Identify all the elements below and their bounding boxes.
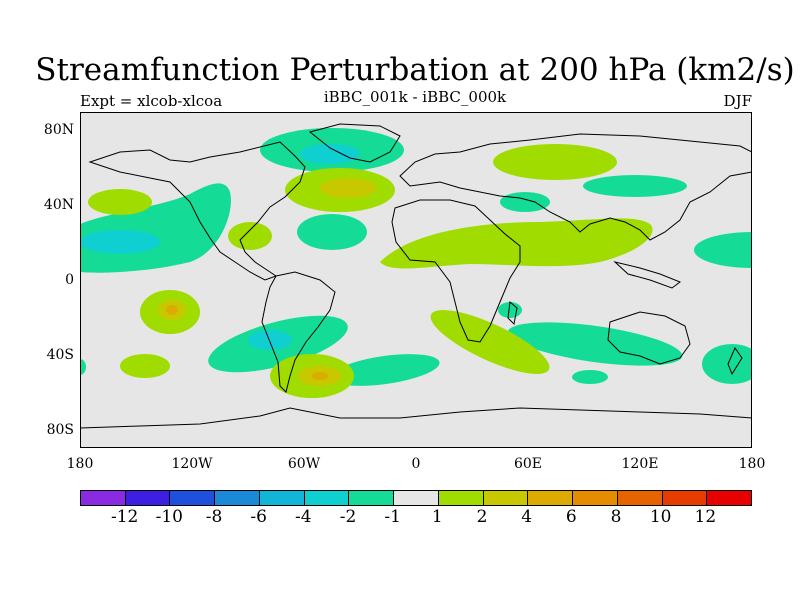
colorbar-tick-label: 12 <box>694 507 717 527</box>
anomaly-region <box>430 310 550 374</box>
coastline-maritime-continent <box>613 261 682 289</box>
colorbar-swatch <box>662 491 708 505</box>
colorbar-swatch <box>573 491 618 505</box>
anomaly-region <box>500 192 550 212</box>
colorbar-tick-label: -2 <box>339 507 357 527</box>
coastline-madagascar <box>507 301 518 326</box>
anomaly-region <box>248 330 292 350</box>
colorbar-swatch <box>125 491 171 505</box>
colorbar <box>80 490 752 506</box>
negative-anomaly-regions <box>80 128 752 386</box>
experiment-label: Expt = xlcob-xlcoa <box>80 92 223 110</box>
anomaly-region <box>493 144 617 180</box>
colorbar-swatch <box>438 491 484 505</box>
coastline-north-america <box>88 141 306 281</box>
colorbar-tick-label: 10 <box>649 507 672 527</box>
anomaly-region <box>507 322 683 366</box>
lon-label: 60W <box>287 456 321 472</box>
colorbar-tick-label: 2 <box>476 507 488 527</box>
lon-label: 180 <box>738 456 766 472</box>
colorbar-swatch <box>170 491 216 505</box>
coastline-antarctica <box>80 407 752 429</box>
coastline-africa <box>391 199 521 343</box>
colorbar-tick-label: -8 <box>205 507 223 527</box>
anomaly-region <box>228 222 272 250</box>
lat-label: 80S <box>46 422 74 438</box>
coastline-new-zealand <box>727 346 743 376</box>
map-frame <box>80 112 752 448</box>
anomaly-region <box>80 359 86 375</box>
lon-label: 120W <box>171 456 213 472</box>
anomaly-region <box>80 230 160 254</box>
colorbar-tick-label: 6 <box>565 507 577 527</box>
colorbar-tick-label: 8 <box>610 507 622 527</box>
colorbar-tick-label: 1 <box>431 507 443 527</box>
colorbar-tick-label: -10 <box>155 507 184 527</box>
coastline-greenland <box>308 123 401 163</box>
anomaly-region <box>320 178 376 198</box>
colorbar-swatch <box>215 491 260 505</box>
difference-label: iBBC_001k - iBBC_000k <box>323 88 507 106</box>
colorbar-swatch <box>528 491 574 505</box>
coastline-australia <box>607 311 691 365</box>
lon-label: 180 <box>66 456 94 472</box>
colorbar-tick-label: -6 <box>250 507 267 527</box>
colorbar-swatch <box>394 491 439 505</box>
colorbar-swatch <box>81 491 126 505</box>
lat-label: 80N <box>43 122 74 138</box>
anomaly-region <box>120 354 170 378</box>
anomaly-region <box>300 144 360 164</box>
season-label: DJF <box>723 92 752 110</box>
plot-title: Streamfunction Perturbation at 200 hPa (… <box>35 52 795 88</box>
anomaly-region <box>694 232 752 268</box>
anomaly-region <box>572 370 608 384</box>
anomaly-region <box>166 305 178 315</box>
colorbar-swatch <box>483 491 529 505</box>
strong-negative-regions <box>80 144 360 350</box>
peak-positive-regions <box>166 305 328 380</box>
lon-label: 0 <box>411 456 421 472</box>
anomaly-region <box>330 354 440 386</box>
colorbar-tick-label: 4 <box>521 507 533 527</box>
coastline-south-america <box>261 271 336 393</box>
colorbar-swatch <box>304 491 350 505</box>
colorbar-tick-label: -4 <box>295 507 312 527</box>
lat-label: 0 <box>65 272 74 288</box>
colorbar-tick-label: -12 <box>110 507 139 527</box>
anomaly-region <box>88 189 152 215</box>
colorbar-swatch <box>707 491 752 505</box>
lat-label: 40N <box>43 197 74 213</box>
streamfunction-map <box>80 112 752 448</box>
colorbar-swatch <box>349 491 395 505</box>
colorbar-swatch <box>617 491 663 505</box>
colorbar-swatch <box>259 491 305 505</box>
lat-label: 40S <box>46 347 74 363</box>
map-background <box>80 112 752 448</box>
lon-label: 120E <box>621 456 659 472</box>
lon-label: 60E <box>513 456 543 472</box>
anomaly-region <box>583 175 687 197</box>
colorbar-tick-label: -1 <box>384 507 401 527</box>
anomaly-region <box>312 372 328 380</box>
coastline-europe-asia <box>399 133 752 241</box>
coastlines <box>80 123 752 429</box>
anomaly-region <box>297 214 367 250</box>
